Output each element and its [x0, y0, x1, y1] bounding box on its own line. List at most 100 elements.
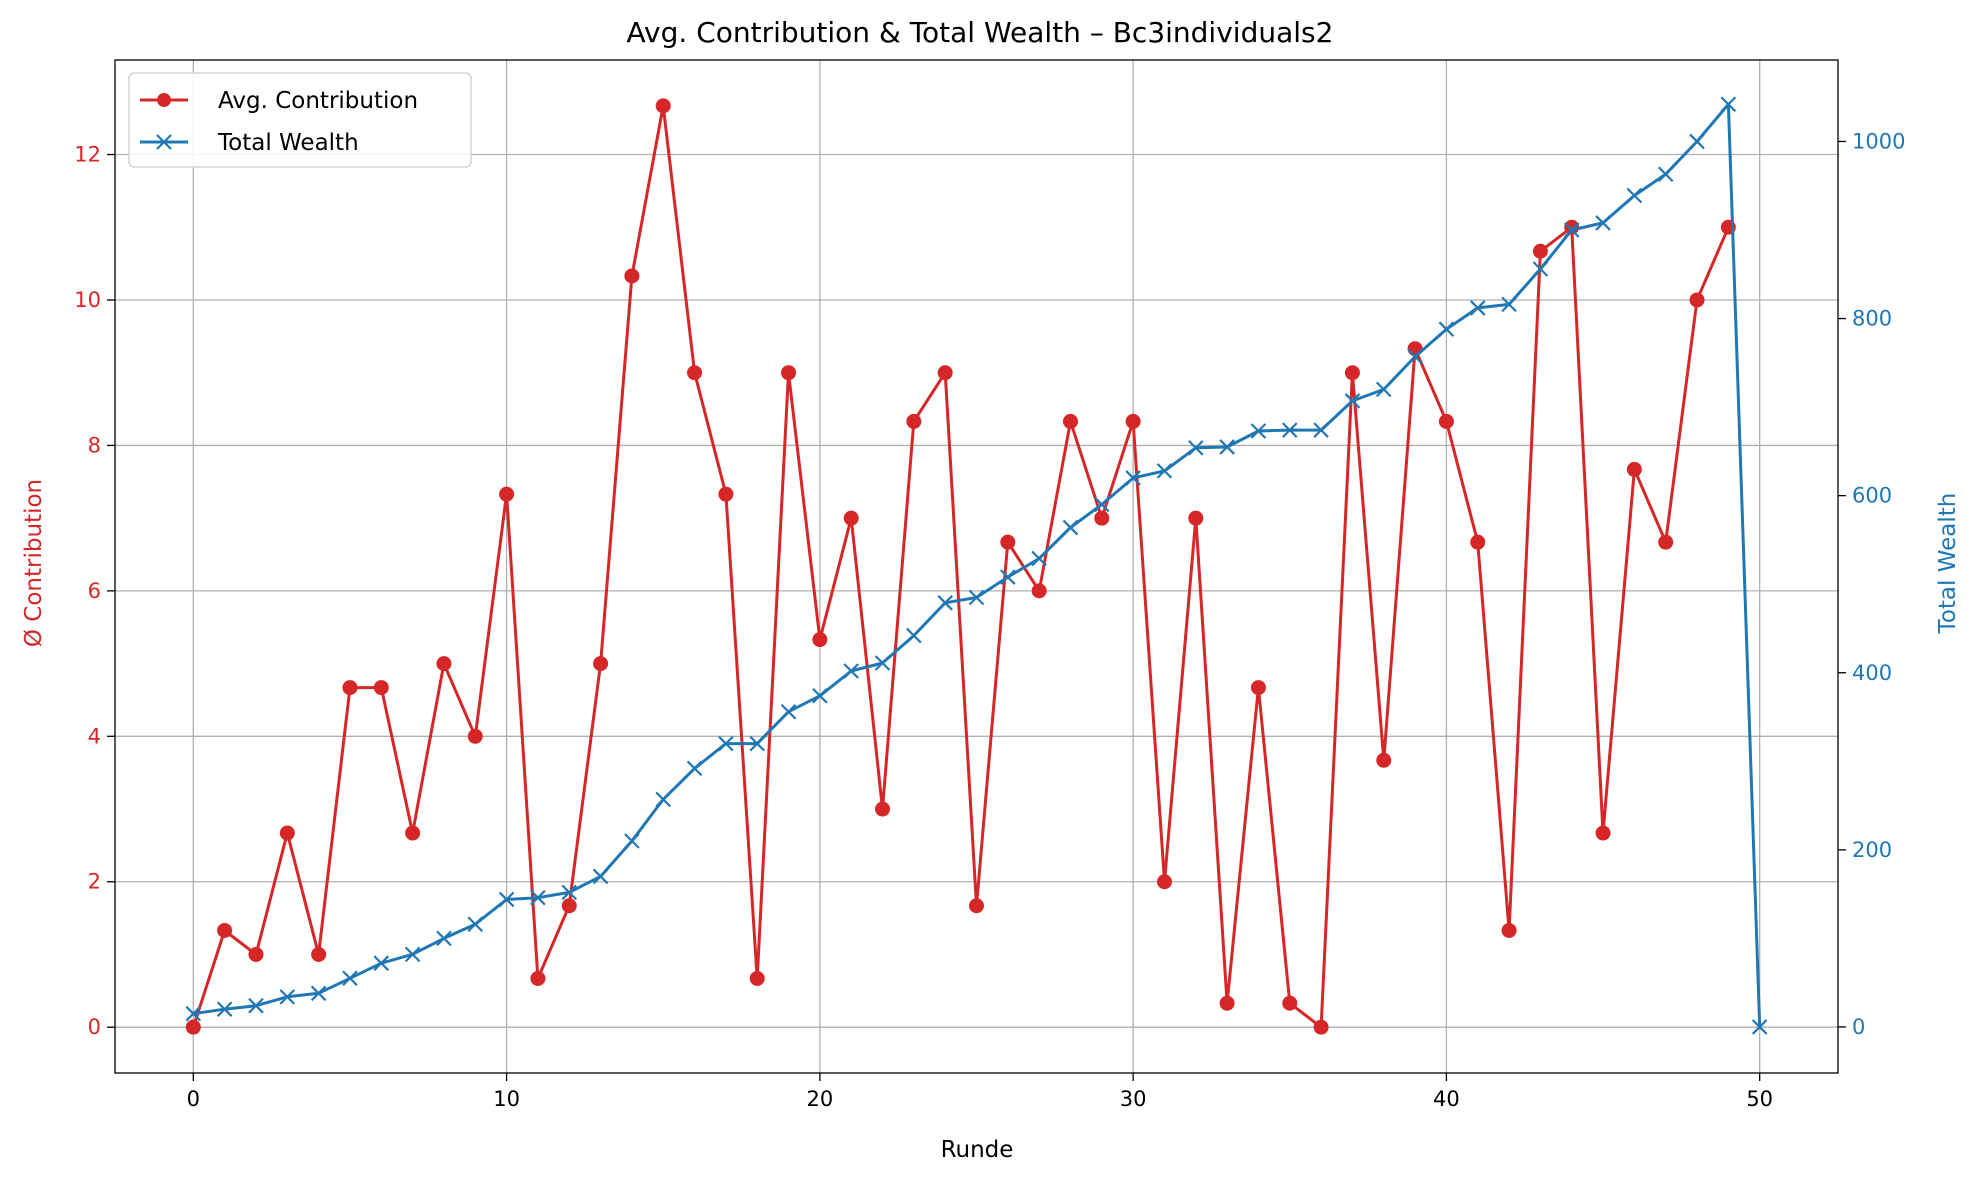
x-tick-label: 20: [806, 1087, 833, 1111]
wealth-point: [1595, 215, 1611, 231]
wealth-point: [1532, 261, 1549, 277]
contribution-point: [185, 1019, 201, 1035]
wealth-point: [1469, 300, 1486, 316]
y-tick-label-right: 600: [1852, 484, 1892, 508]
wealth-point: [812, 688, 828, 704]
wealth-point: [185, 1005, 202, 1022]
wealth-point: [248, 997, 264, 1014]
contribution-point: [279, 825, 295, 841]
wealth-point: [1000, 569, 1016, 585]
contribution-point: [342, 680, 358, 696]
wealth-point: [874, 655, 891, 671]
contribution-point: [1062, 413, 1078, 429]
wealth-point: [1344, 393, 1361, 409]
y-tick-label-right: 400: [1852, 661, 1892, 685]
wealth-point: [1188, 440, 1204, 456]
wealth-point: [310, 985, 327, 1002]
contribution-point: [1282, 995, 1298, 1011]
contribution-point: [1188, 510, 1204, 526]
contribution-point: [311, 946, 327, 962]
contribution-point: [405, 825, 421, 841]
contribution-point: [1501, 922, 1517, 938]
contribution-point: [906, 413, 922, 429]
wealth-point: [498, 891, 515, 908]
contribution-point: [655, 98, 671, 114]
wealth-point: [592, 868, 609, 885]
contribution-point: [1094, 510, 1110, 526]
contribution-point: [624, 268, 640, 284]
wealth-point: [1720, 96, 1737, 113]
wealth-point: [1125, 470, 1141, 486]
wealth-point: [937, 595, 953, 611]
contribution-point: [812, 632, 828, 648]
y-tick-label-left: 10: [74, 288, 101, 312]
contribution-point: [373, 680, 389, 696]
wealth-point: [1250, 423, 1267, 439]
contribution-point: [436, 656, 452, 672]
wealth-point: [906, 627, 922, 644]
ticks-layer: 0 10 20 30 40 50 0 2 4 6 8 10 12 0 200 400 600 800 1000: [74, 129, 1905, 1111]
wealth-point: [1407, 348, 1423, 365]
wealth-point: [749, 735, 765, 752]
legend-marker-wealth: [156, 134, 172, 150]
contribution-point: [1595, 825, 1611, 841]
wealth-point: [1501, 296, 1517, 313]
wealth-point: [436, 930, 452, 947]
contribution-point: [1658, 534, 1674, 550]
wealth-point: [216, 1001, 233, 1018]
wealth-point: [1156, 463, 1173, 479]
chart-title: Avg. Contribution & Total Wealth – Bc3in…: [627, 16, 1334, 49]
contribution-point: [875, 801, 891, 817]
contribution-point: [937, 365, 953, 381]
wealth-point: [968, 589, 985, 606]
contribution-point: [1219, 995, 1235, 1011]
contribution-point: [1438, 413, 1454, 429]
y-tick-label-left: 4: [88, 724, 101, 748]
y-tick-label-left: 0: [88, 1015, 101, 1039]
wealth-point: [624, 833, 640, 849]
contribution-point: [593, 656, 609, 672]
contribution-point: [1689, 292, 1705, 308]
wealth-point: [1094, 496, 1110, 513]
wealth-point: [342, 970, 358, 987]
contribution-point: [561, 898, 577, 914]
series-layer: [185, 96, 1768, 1035]
wealth-point: [1751, 1019, 1768, 1035]
wealth-point: [843, 663, 859, 679]
contribution-point: [1564, 219, 1580, 235]
wealth-point: [530, 889, 546, 906]
plot-frame: [114, 59, 1839, 1074]
contribution-point: [217, 922, 233, 938]
contribution-point: [1626, 461, 1642, 477]
contribution-point: [467, 728, 483, 744]
legend-marker-contribution: [157, 93, 171, 107]
wealth-point: [718, 735, 734, 752]
x-tick-label: 10: [493, 1087, 520, 1111]
contribution-point: [1031, 583, 1047, 599]
wealth-point: [1031, 550, 1047, 567]
y-tick-label-left: 2: [88, 870, 101, 894]
contribution-point: [969, 898, 984, 914]
contribution-point: [1000, 534, 1016, 550]
wealth-point: [1438, 321, 1455, 337]
contribution-point: [248, 946, 264, 962]
contribution-point: [1313, 1019, 1329, 1035]
wealth-point: [467, 916, 484, 933]
wealth-point: [404, 946, 421, 963]
wealth-point: [1563, 222, 1580, 238]
wealth-point: [1281, 422, 1298, 438]
contribution-point: [749, 970, 765, 986]
x-tick-label: 40: [1433, 1087, 1460, 1111]
contribution-point: [718, 486, 734, 502]
y-tick-label-right: 800: [1852, 307, 1892, 331]
x-tick-label: 50: [1746, 1087, 1773, 1111]
contribution-point: [1344, 365, 1360, 381]
contribution-point: [843, 510, 859, 526]
y-tick-label-left: 6: [88, 579, 101, 603]
legend: Avg. Contribution Total Wealth: [128, 72, 472, 168]
contribution-point: [781, 365, 797, 381]
wealth-point: [279, 989, 296, 1005]
x-tick-label: 30: [1120, 1087, 1147, 1111]
contribution-point: [687, 365, 703, 381]
y-axis-label-left: Ø Contribution: [21, 479, 47, 647]
